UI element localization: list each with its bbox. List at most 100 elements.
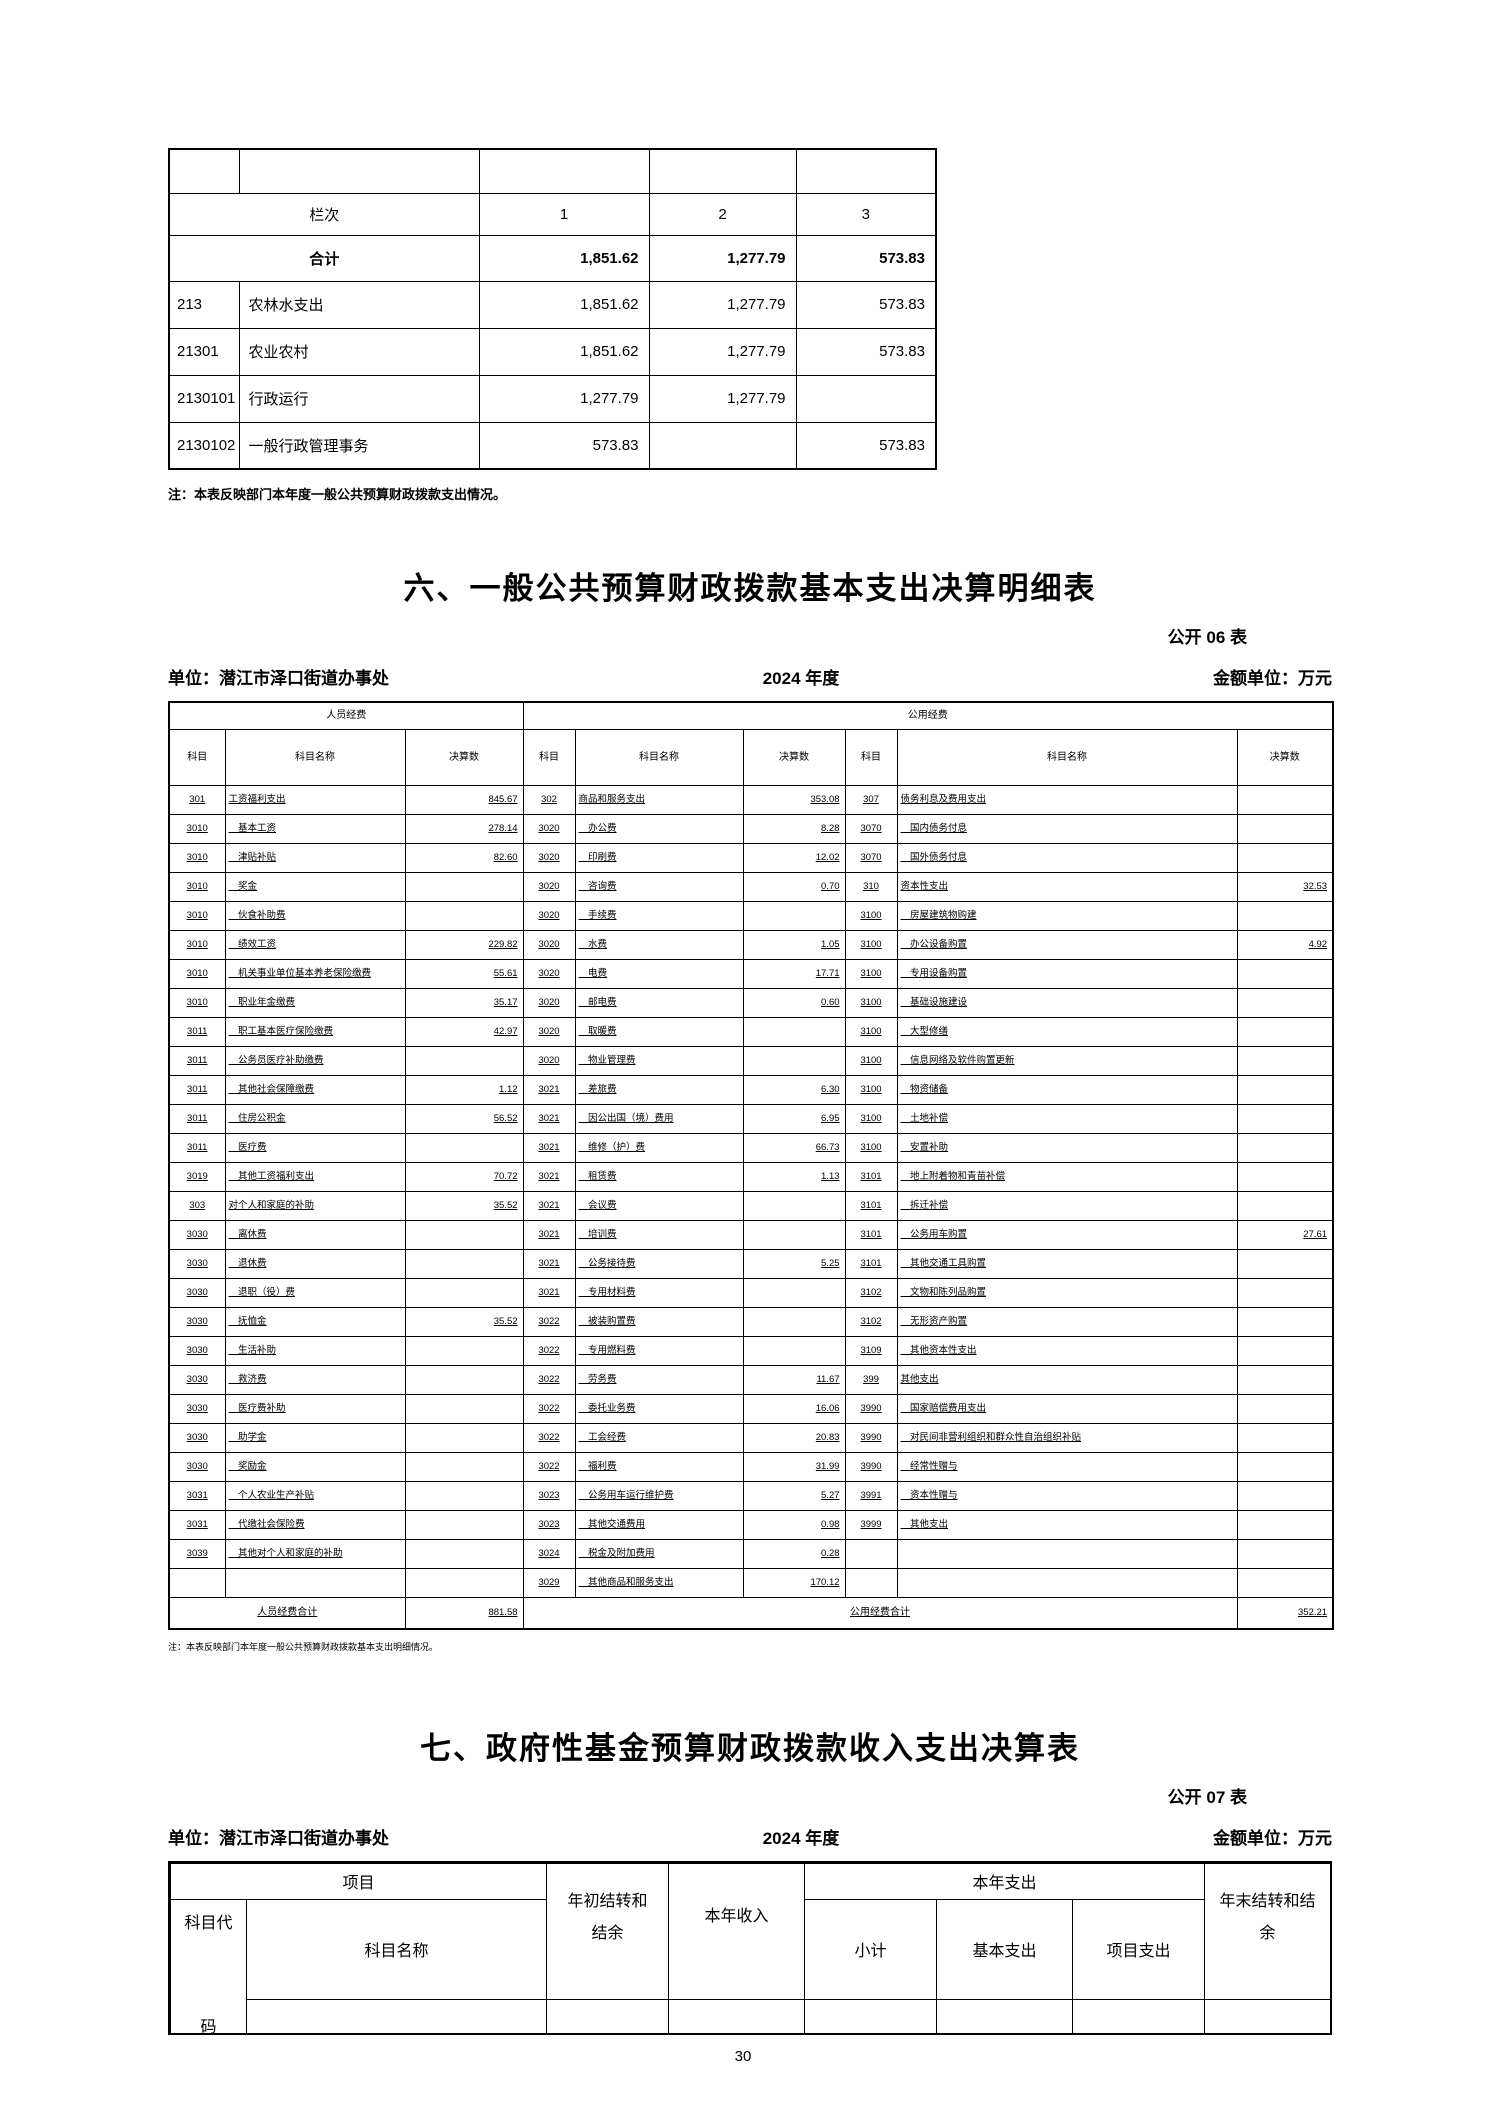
subject-code: 3021: [522, 1249, 576, 1280]
final-amount: 5.27: [742, 1481, 846, 1512]
col-header-final-amount: 决算数: [1236, 729, 1334, 787]
final-amount: 17.71: [742, 959, 846, 990]
value-col-1: 1,851.62: [478, 327, 650, 376]
table05-data-row: 2130101 行政运行 1,277.79 1,277.79: [168, 374, 937, 423]
table06-data-row: 3030 抚恤金 35.52 3022 被装购置费 3102 无形资产购置: [168, 1307, 1334, 1338]
col-header-subject: 科目: [168, 729, 226, 787]
subject-name: 大型修缮: [896, 1017, 1238, 1048]
final-amount: 845.67: [404, 785, 524, 816]
final-amount: 16.06: [742, 1394, 846, 1425]
final-amount: [1236, 1278, 1334, 1309]
final-amount: [1236, 785, 1334, 816]
subject-code: 3021: [522, 1133, 576, 1164]
subject-name: 会议费: [574, 1191, 744, 1222]
final-amount: 6.30: [742, 1075, 846, 1106]
table06-data-row: 3030 退休费 3021 公务接待费 5.25 3101 其他交通工具购置: [168, 1249, 1334, 1280]
subject-name: 一般行政管理事务: [238, 421, 480, 470]
subject-name: 因公出国（境）费用: [574, 1104, 744, 1135]
subject-code: 3031: [168, 1481, 226, 1512]
subject-code: 3030: [168, 1336, 226, 1367]
header-year-expense: 本年支出: [804, 1862, 1206, 1900]
final-amount: 32.53: [1236, 872, 1334, 903]
table06-data-row: 3030 医疗费补助 3022 委托业务费 16.06 3990 国家赔偿费用支出: [168, 1394, 1334, 1425]
final-amount: 0.60: [742, 988, 846, 1019]
final-amount: [404, 1133, 524, 1164]
value-col-1: 1,277.79: [478, 374, 650, 423]
subject-code: 3023: [522, 1510, 576, 1541]
subject-code: 3101: [844, 1191, 898, 1222]
subject-code: 3010: [168, 988, 226, 1019]
table06-data-row: 3011 公务员医疗补助缴费 3020 物业管理费 3100 信息网络及软件购置更新: [168, 1046, 1334, 1077]
subject-name: 助学金: [224, 1423, 406, 1454]
total-label: 合计: [168, 234, 480, 282]
subject-code: 3999: [844, 1510, 898, 1541]
final-amount: [1236, 1075, 1334, 1106]
subject-name: 取暖费: [574, 1017, 744, 1048]
subject-code: 3030: [168, 1220, 226, 1251]
value-col-2: 1,277.79: [648, 280, 797, 329]
table06-group-header: 人员经费 公用经费: [168, 701, 1334, 731]
subject-name: 公务用车运行维护费: [574, 1481, 744, 1512]
subject-name: 医疗费: [224, 1133, 406, 1164]
subject-code: 3100: [844, 1104, 898, 1135]
section07-unit: 单位：潜江市泽口街道办事处: [168, 1828, 389, 1848]
subject-name: 伙食补助费: [224, 901, 406, 932]
budget-expenditure-table-body: 栏次 1 2 3 合计 1,851.62 1,277.79 573.83 213 农林水支出 1,8…: [168, 148, 937, 470]
basic-expenditure-detail-table: 人员经费 公用经费 科目 科目名称 决算数 科目 科目名称 决算数 科目 科目名称 决算数 301 工资…: [168, 700, 1335, 1630]
subject-code: 3070: [844, 843, 898, 874]
final-amount: [404, 1394, 524, 1425]
empty-cell: [1072, 1998, 1206, 2033]
final-amount: 6.95: [742, 1104, 846, 1135]
final-amount: 0.28: [742, 1539, 846, 1570]
final-amount: 8.28: [742, 814, 846, 845]
subject-name: 国外债务付息: [896, 843, 1238, 874]
subject-code: 3029: [522, 1568, 576, 1599]
final-amount: 0.70: [742, 872, 846, 903]
final-amount: [404, 1336, 524, 1367]
subject-name: 医疗费补助: [224, 1394, 406, 1425]
subject-code: 3030: [168, 1452, 226, 1483]
table06-data-row: 3011 住房公积金 56.52 3021 因公出国（境）费用 6.95 3100 土地…: [168, 1104, 1334, 1135]
subject-code: 3024: [522, 1539, 576, 1570]
lanci-col-3: 3: [795, 192, 937, 236]
subject-name: 邮电费: [574, 988, 744, 1019]
personnel-total-label: 人员经费合计: [168, 1597, 406, 1630]
subject-name: 代缴社会保险费: [224, 1510, 406, 1541]
empty-cell: [795, 148, 937, 194]
subject-name: 救济费: [224, 1365, 406, 1396]
empty-cell: [936, 1998, 1074, 2033]
header-begin-balance: 年初结转和结余: [546, 1862, 670, 2000]
subject-name: 手续费: [574, 901, 744, 932]
subject-name: 物业管理费: [574, 1046, 744, 1077]
final-amount: 12.02: [742, 843, 846, 874]
subject-code: 3010: [168, 843, 226, 874]
col-header-final-amount: 决算数: [404, 729, 524, 787]
final-amount: [742, 1307, 846, 1338]
subject-name: 办公费: [574, 814, 744, 845]
page-number: 30: [734, 2048, 752, 2065]
subject-code: 3102: [844, 1307, 898, 1338]
final-amount: [1236, 1568, 1334, 1599]
subject-name: [896, 1568, 1238, 1599]
subject-code: 3011: [168, 1017, 226, 1048]
subject-code: 2130102: [168, 421, 240, 470]
subject-code: 3010: [168, 959, 226, 990]
table06-data-row: 3010 津贴补贴 82.60 3020 印刷费 12.02 3070 国外债务付息: [168, 843, 1334, 874]
subject-code: 3109: [844, 1336, 898, 1367]
final-amount: [1236, 1423, 1334, 1454]
col-header-final-amount: 决算数: [742, 729, 846, 787]
subject-name: 奖金: [224, 872, 406, 903]
final-amount: [404, 901, 524, 932]
final-amount: [1236, 1017, 1334, 1048]
empty-cell: [168, 148, 240, 194]
final-amount: [1236, 988, 1334, 1019]
subject-name: 其他交通费用: [574, 1510, 744, 1541]
basic-expenditure-detail-table-body: 人员经费 公用经费 科目 科目名称 决算数 科目 科目名称 决算数 科目 科目名称 决算数 301 工资…: [168, 701, 1334, 1630]
final-amount: [742, 1191, 846, 1222]
total-value-1: 1,851.62: [478, 234, 650, 282]
final-amount: [1236, 959, 1334, 990]
subject-name: 维修（护）费: [574, 1133, 744, 1164]
final-amount: [404, 1539, 524, 1570]
final-amount: [1236, 843, 1334, 874]
table06-data-row: 3030 退职（役）费 3021 专用材料费 3102 文物和陈列品购置: [168, 1278, 1334, 1309]
